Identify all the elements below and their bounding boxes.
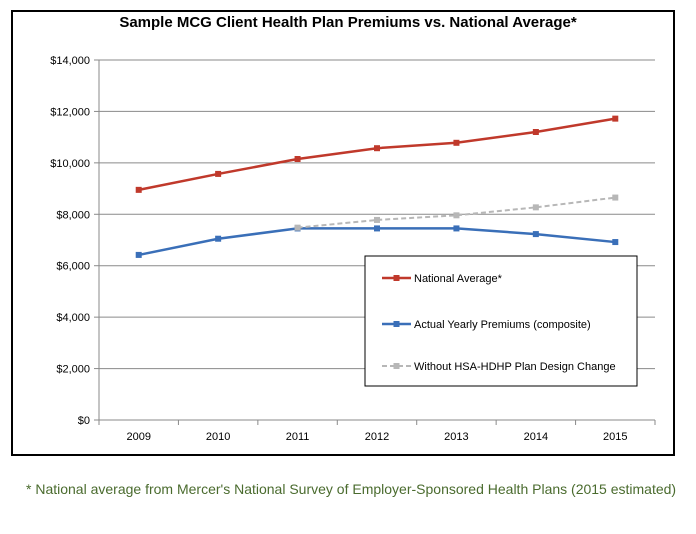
data-point [294, 156, 301, 162]
legend-marker [393, 321, 400, 327]
series-3 [294, 194, 619, 231]
legend: National Average* Actual Yearly Premiums … [364, 255, 638, 387]
data-point [374, 145, 380, 152]
legend-label: National Average* [414, 273, 503, 285]
data-point [294, 224, 301, 231]
data-point [374, 216, 380, 223]
legend-marker [393, 363, 400, 369]
y-tick-label: $10,000 [50, 158, 90, 170]
series-2 [135, 225, 619, 258]
y-tick-label: $4,000 [56, 312, 90, 324]
x-tick-label: 2014 [524, 431, 548, 443]
x-tick-label: 2011 [286, 431, 310, 443]
y-tick-label: $12,000 [50, 106, 90, 118]
data-point [215, 235, 222, 242]
series-layer [135, 115, 619, 258]
legend-label: Actual Yearly Premiums (composite) [414, 319, 591, 331]
data-point [612, 239, 619, 246]
footnote: * National average from Mercer's Nationa… [26, 481, 677, 497]
y-tick-label: $2,000 [56, 364, 90, 376]
y-tick-label: $0 [78, 415, 90, 427]
x-tick-label: 2013 [444, 431, 468, 443]
legend-marker [393, 275, 400, 281]
data-point [532, 204, 539, 211]
legend-label: Without HSA-HDHP Plan Design Change [414, 361, 616, 373]
x-tick-label: 2012 [365, 431, 389, 443]
x-tick-label: 2010 [206, 431, 230, 443]
data-point [135, 251, 142, 258]
series-line [297, 196, 616, 229]
data-point [135, 186, 142, 193]
x-tick-label: 2015 [603, 431, 627, 443]
data-point [532, 129, 539, 135]
x-tick-label: 2009 [126, 431, 150, 443]
data-point [453, 139, 460, 146]
data-point [374, 225, 380, 232]
data-point [453, 225, 460, 232]
data-point [612, 115, 619, 122]
data-point [612, 194, 619, 201]
series-1 [135, 115, 619, 193]
series-line [138, 117, 616, 192]
y-tick-label: $8,000 [56, 209, 90, 221]
data-point [532, 231, 539, 238]
series-line [138, 227, 616, 257]
chart-title: Sample MCG Client Health Plan Premiums v… [119, 14, 577, 31]
y-tick-label: $14,000 [50, 55, 90, 67]
y-tick-label: $6,000 [56, 261, 90, 273]
data-point [215, 170, 222, 177]
data-point [453, 212, 460, 219]
axis-layer: $0 $2,000 $4,000 $6,000 $8,000 $10,000 $12,000… [50, 55, 656, 443]
